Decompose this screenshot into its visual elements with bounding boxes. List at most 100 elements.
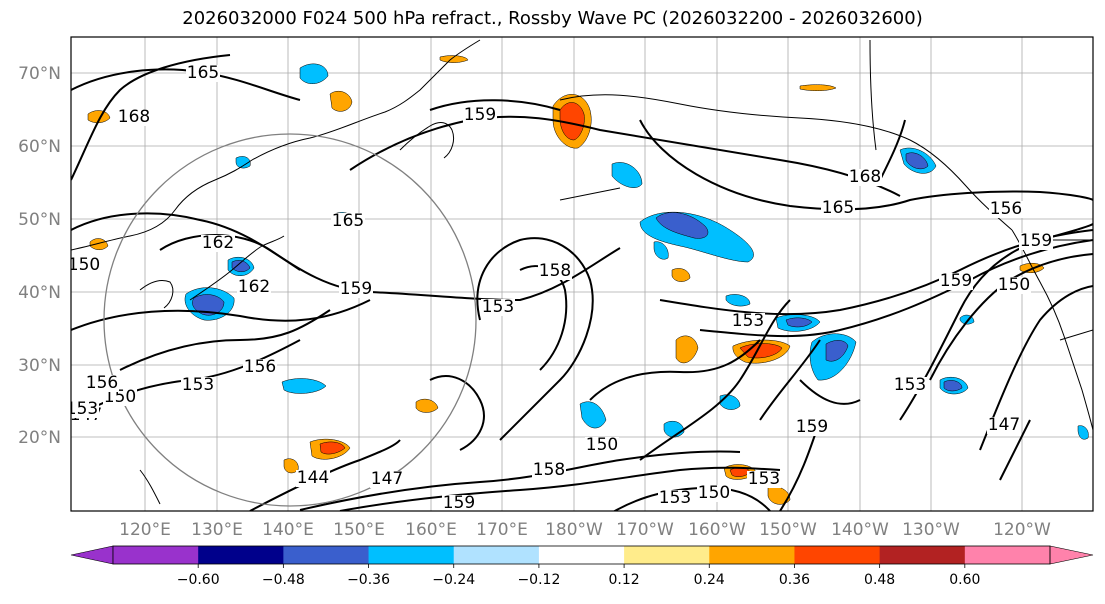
contour-label-background [697, 485, 731, 502]
contour-label: 153 [732, 311, 764, 331]
contour-label-background [658, 490, 692, 507]
colorbar-tick-label: 0.60 [949, 572, 980, 588]
contour-label-background [1019, 233, 1053, 250]
contour-labels: 165 168 159 162 165 162 159 153 158 156 150 153 159 1… [66, 63, 1053, 513]
contour-label: 159 [443, 493, 475, 513]
positive-anomaly-area [559, 102, 585, 141]
contour-label: 150 [586, 435, 618, 455]
negative-anomaly-area [235, 156, 251, 169]
contour-line [999, 419, 1031, 481]
longitude-label: 130°W [902, 520, 960, 540]
contour-line [429, 99, 561, 111]
contour-label-background [481, 299, 515, 316]
longitude-label: 160°E [405, 520, 457, 540]
colorbar-segment [964, 546, 1051, 564]
colorbar-segment [794, 546, 881, 564]
positive-anomaly-area [671, 268, 691, 282]
contour-label: 150 [998, 275, 1030, 295]
positive-anomaly-area [329, 91, 353, 112]
longitude-label: 180°W [545, 520, 603, 540]
positive-anomaly-area [739, 343, 783, 359]
contour-label: 156 [244, 357, 276, 377]
border-mexico [1059, 329, 1093, 341]
colorbar-tick-label: −0.48 [262, 572, 305, 588]
contour-label-background [848, 169, 882, 186]
longitude-label: 150°E [333, 520, 385, 540]
positive-anomaly-area [439, 55, 469, 63]
graticule [71, 37, 1093, 511]
colorbar-segment [198, 546, 284, 564]
contour-line [799, 379, 861, 405]
positive-anomaly-area [799, 84, 837, 91]
contour-label-background [585, 437, 619, 454]
contour-line [71, 54, 231, 181]
contour-label-background [201, 235, 235, 252]
contour-line [659, 229, 1093, 316]
contour-label: 153 [66, 399, 98, 419]
colorbar-segment [538, 546, 625, 564]
contour-label: 165 [822, 198, 854, 218]
contour-label: 159 [340, 279, 372, 299]
contour-label-background [538, 263, 572, 280]
longitude-labels: 120°E 130°E 140°E 150°E 160°E 170°E 180°W 170°W… [119, 520, 1051, 540]
colorbar-min-extension [70, 545, 114, 565]
colorbar-segment [283, 546, 370, 564]
longitude-label: 140°W [831, 520, 889, 540]
contour-label-background [71, 257, 101, 274]
positive-anomaly-area [87, 110, 111, 123]
contour-label: 153 [748, 469, 780, 489]
contour-label-background [85, 375, 119, 392]
positive-anomaly-area [319, 441, 346, 455]
contour-label-background [442, 495, 476, 511]
contour-label: 168 [118, 107, 150, 127]
map-frame [70, 36, 1094, 512]
contour-line [879, 119, 906, 181]
positive-anomaly-area [415, 398, 439, 413]
contour-label-background [117, 109, 151, 126]
coastline-north-america [1011, 229, 1093, 431]
coastline-korea [139, 279, 174, 309]
colorbar-segment [453, 546, 540, 564]
negative-anomaly-area [825, 340, 849, 362]
latitude-label: 70°N [18, 64, 61, 84]
border-canada-us [869, 39, 877, 151]
latitude-label: 60°N [18, 137, 61, 157]
colorbar-segment [113, 546, 199, 564]
contour-label-background [463, 107, 497, 124]
contour-line [339, 466, 781, 511]
contour-label: 159 [940, 271, 972, 291]
contour-label: 156 [86, 373, 118, 393]
contour-label-background [939, 273, 973, 290]
contour-line [699, 239, 1093, 338]
contour-label: 156 [990, 199, 1022, 219]
contour-label: 158 [533, 460, 565, 480]
contour-label-background [795, 419, 829, 436]
contour-label-background [370, 471, 404, 488]
latitude-label: 50°N [18, 210, 61, 230]
contour-label: 147 [988, 415, 1020, 435]
negative-anomaly-area [785, 317, 813, 328]
contour-line [979, 285, 1093, 451]
latitude-label: 30°N [18, 356, 61, 376]
longitude-label: 160°W [688, 520, 746, 540]
contour-label: 168 [849, 167, 881, 187]
colorbar-frame [112, 545, 1051, 565]
negative-anomaly-area [725, 294, 751, 307]
colorbar-tick-label: −0.60 [177, 572, 220, 588]
contour-line [249, 439, 401, 511]
contour-label: 153 [482, 297, 514, 317]
coastline-alaska [559, 94, 1013, 231]
contour-label-background [237, 279, 271, 296]
contour-label-background [747, 471, 781, 488]
contour-label-background [296, 470, 330, 487]
coastline-aleutians [559, 187, 621, 201]
map-title: 2026032000 F024 500 hPa refract., Rossby… [182, 8, 923, 29]
contour-label: 162 [202, 233, 234, 253]
contour-line [429, 375, 485, 451]
contour-label: 153 [659, 488, 691, 508]
longitude-label: 120°E [119, 520, 171, 540]
colorbar-max-extension [1049, 545, 1094, 565]
contour-label-background [243, 359, 277, 376]
colorbar-segment [879, 546, 966, 564]
